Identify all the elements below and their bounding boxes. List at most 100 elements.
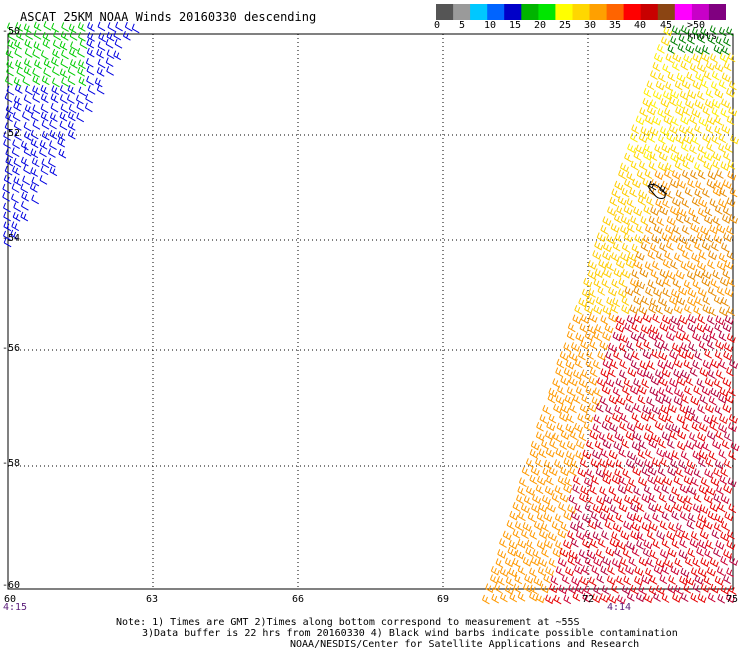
wind-barb xyxy=(12,165,20,176)
wind-barb xyxy=(588,313,598,323)
wind-barb xyxy=(591,396,601,407)
wind-barb xyxy=(574,304,583,315)
wind-barb xyxy=(602,439,612,450)
wind-barb xyxy=(661,143,671,154)
wind-barb xyxy=(538,502,548,513)
wind-barb xyxy=(618,475,627,486)
wind-barb xyxy=(653,565,663,575)
wind-barb xyxy=(711,241,719,252)
wind-barb xyxy=(5,48,14,59)
wind-barb xyxy=(546,475,554,486)
wind-barb xyxy=(20,211,29,222)
wind-barb xyxy=(691,252,701,263)
wind-barb xyxy=(605,405,613,415)
wind-barb xyxy=(637,385,647,395)
wind-barb xyxy=(595,402,604,413)
wind-barb xyxy=(13,101,21,112)
wind-barb xyxy=(668,575,676,585)
wind-barb xyxy=(728,450,736,460)
wind-barb xyxy=(559,492,569,503)
wind-barb xyxy=(726,26,734,37)
wind-barb xyxy=(675,106,685,117)
wind-barb xyxy=(547,393,556,404)
wind-barb xyxy=(710,278,719,289)
wind-barb xyxy=(596,232,606,243)
wind-barb xyxy=(716,566,725,576)
wind-barb xyxy=(581,513,591,524)
wind-barb xyxy=(563,342,572,352)
wind-barb xyxy=(678,234,688,245)
wind-barb xyxy=(14,48,23,58)
wind-barb xyxy=(599,340,609,351)
wind-barb xyxy=(631,412,640,423)
wind-barb xyxy=(13,121,22,131)
wind-barb xyxy=(670,259,678,270)
wind-barb xyxy=(568,494,577,505)
wind-barb xyxy=(43,58,52,69)
wind-barb xyxy=(664,304,673,315)
wind-barb xyxy=(647,466,657,476)
wind-barb xyxy=(698,539,708,550)
wind-barb xyxy=(689,114,697,125)
wind-barb xyxy=(553,403,563,414)
wind-barb xyxy=(672,593,682,603)
wind-barb xyxy=(5,148,14,159)
wind-barb xyxy=(675,269,685,280)
wind-barb xyxy=(711,70,720,81)
wind-barb xyxy=(641,574,651,585)
wind-barb xyxy=(654,340,664,350)
wind-barb xyxy=(105,38,114,49)
wind-barb xyxy=(559,351,569,361)
wind-barb xyxy=(709,330,718,341)
wind-barb xyxy=(529,584,538,595)
wind-barb xyxy=(672,342,681,353)
wind-barb xyxy=(3,139,11,149)
wind-barb xyxy=(77,48,85,58)
scale-label-15: 15 xyxy=(509,20,522,31)
wind-barb xyxy=(676,376,686,386)
wind-barb xyxy=(687,296,697,307)
wind-barb xyxy=(652,90,662,100)
wind-barb xyxy=(602,331,612,342)
wind-barb xyxy=(718,133,727,144)
wind-barb xyxy=(78,32,86,42)
wind-barb xyxy=(638,585,646,595)
wind-barb xyxy=(679,90,689,101)
wind-barb xyxy=(619,421,627,432)
scale-label-10: 10 xyxy=(484,20,497,31)
wind-barb xyxy=(625,484,633,494)
wind-barb xyxy=(584,331,594,341)
wind-barb xyxy=(712,151,722,162)
lon-label-66: 66 xyxy=(292,594,305,605)
wind-barb xyxy=(584,557,593,567)
wind-barb xyxy=(669,378,679,388)
wind-barb xyxy=(620,215,630,225)
wind-barb xyxy=(656,530,666,540)
wind-barb xyxy=(544,485,554,496)
wind-barb xyxy=(76,112,85,123)
wind-barb xyxy=(657,296,667,307)
wind-barb xyxy=(565,423,575,434)
wind-barb xyxy=(713,522,722,532)
wind-barb xyxy=(32,93,41,103)
wind-barb xyxy=(567,504,577,515)
wind-barb xyxy=(691,27,700,37)
wind-barb xyxy=(538,448,547,459)
wind-barb xyxy=(642,97,652,108)
wind-barb xyxy=(620,530,630,541)
wind-barb xyxy=(722,322,732,333)
wind-barb xyxy=(704,99,714,109)
wind-barb xyxy=(7,31,16,41)
lat-label-60: -60 xyxy=(2,580,21,591)
wind-barb xyxy=(557,528,567,539)
wind-barb xyxy=(23,146,32,157)
wind-barb xyxy=(642,313,652,323)
wind-barb xyxy=(674,387,683,398)
wind-barb xyxy=(722,403,732,413)
wind-barb xyxy=(676,414,686,424)
wind-barb xyxy=(545,447,555,458)
wind-barb xyxy=(566,413,574,424)
wind-barb xyxy=(723,350,733,361)
wind-barb xyxy=(683,215,692,225)
wind-barb xyxy=(577,467,587,478)
